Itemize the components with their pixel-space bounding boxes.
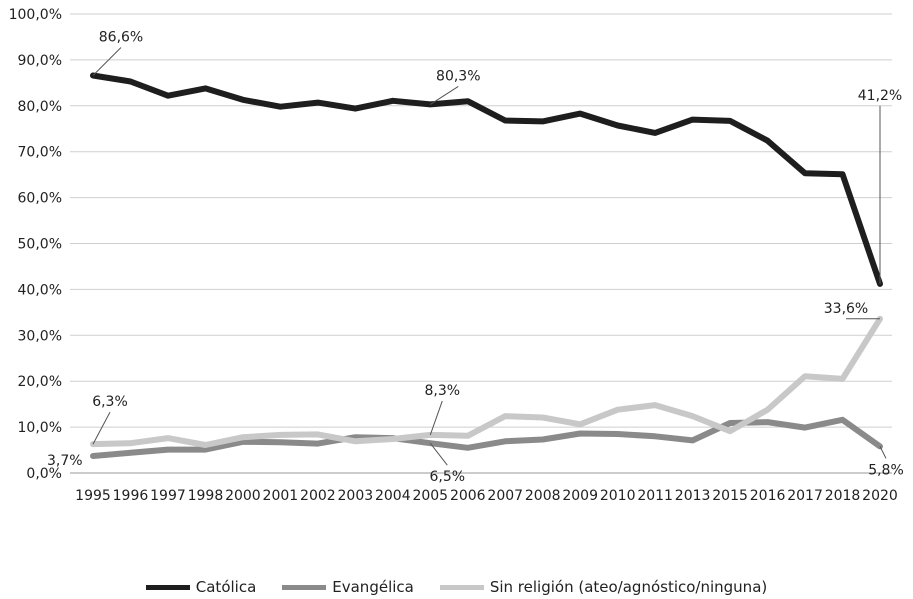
data-label: 41,2% [858,88,902,104]
legend-label-evangelica: Evangélica [332,578,414,596]
y-tick-label: 80,0% [18,99,62,115]
x-tick-label: 2001 [263,488,299,504]
data-label: 8,3% [424,383,460,399]
x-tick-label: 2011 [637,488,673,504]
legend-item-evangelica: Evangélica [282,578,414,596]
legend-label-catolica: Católica [195,578,257,596]
legend-swatch-catolica [145,584,190,590]
x-tick-label: 2007 [487,488,523,504]
x-tick-label: 2018 [825,488,861,504]
legend-swatch-sin-religion [439,584,484,590]
y-tick-label: 40,0% [18,282,62,298]
x-tick-label: 2009 [562,488,598,504]
x-tick-label: 2006 [450,488,486,504]
y-tick-label: 60,0% [18,191,62,207]
legend-label-sin-religion: Sin religión (ateo/agnóstico/ninguna) [489,578,768,596]
annotation-leader [429,400,443,436]
x-tick-label: 2004 [375,488,411,504]
x-tick-label: 2016 [750,488,786,504]
x-tick-label: 2002 [300,488,336,504]
x-tick-label: 1997 [150,488,186,504]
data-label: 6,3% [92,394,128,410]
y-tick-label: 10,0% [18,420,62,436]
legend-item-sin-religion: Sin religión (ateo/agnóstico/ninguna) [439,578,768,596]
y-tick-label: 20,0% [18,374,62,390]
y-tick-label: 70,0% [18,145,62,161]
legend-swatch-evangelica [282,584,327,590]
data-label: 6,5% [429,469,465,485]
series-line-2 [90,315,883,448]
x-tick-label: 2008 [525,488,561,504]
x-tick-label: 1998 [188,488,224,504]
x-tick-label: 2000 [225,488,261,504]
y-tick-label: 0,0% [26,466,62,482]
y-tick-label: 90,0% [18,53,62,69]
x-tick-label: 2003 [338,488,374,504]
x-tick-label: 2015 [712,488,748,504]
legend: Católica Evangélica Sin religión (ateo/a… [0,578,913,596]
y-tick-label: 50,0% [18,237,62,253]
y-tick-label: 100,0% [9,7,62,23]
annotation-leader [92,47,122,76]
series-line-0 [90,72,883,287]
annotation-leader [430,86,459,105]
x-tick-label: 2005 [412,488,448,504]
x-tick-label: 2017 [787,488,823,504]
x-tick-label: 2013 [675,488,711,504]
data-label: 3,7% [47,453,83,469]
annotation-leader [429,442,448,466]
x-tick-label: 2020 [862,488,898,504]
legend-item-catolica: Católica [145,578,257,596]
annotation-leader [92,411,111,445]
data-label: 80,3% [436,68,480,84]
data-label: 86,6% [99,30,143,46]
data-label: 33,6% [824,301,868,317]
annotation-leader [879,446,887,459]
x-tick-label: 1995 [75,488,111,504]
y-tick-label: 30,0% [18,328,62,344]
x-tick-label: 2010 [600,488,636,504]
x-tick-label: 1996 [113,488,149,504]
data-label: 5,8% [868,462,904,478]
